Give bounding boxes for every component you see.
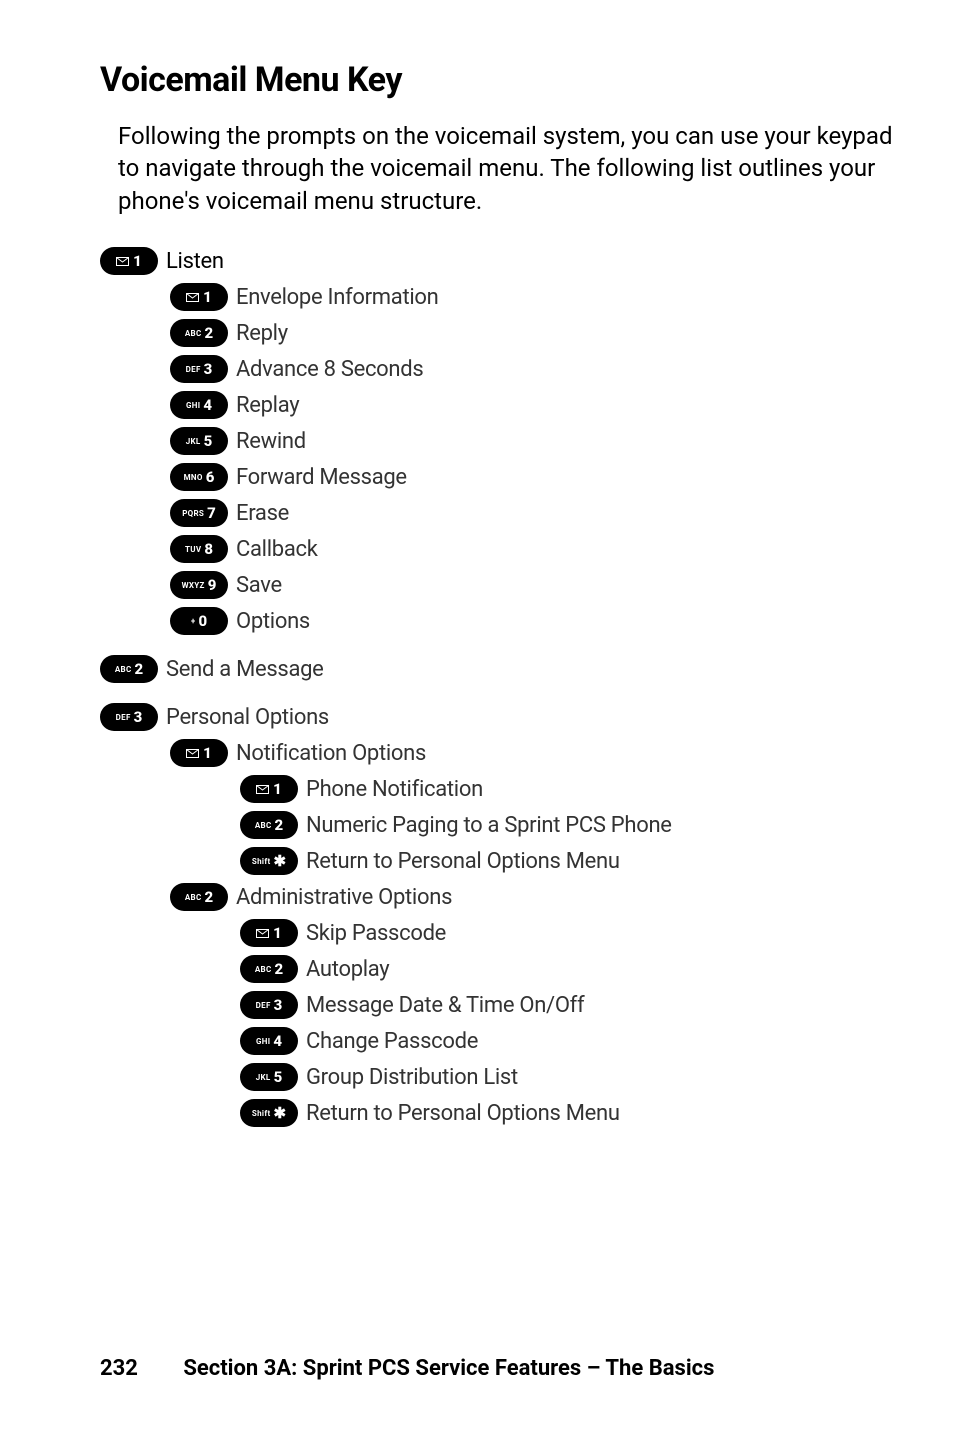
listen-label: Listen [166,249,224,274]
key-pill: ABC2 [100,655,158,683]
page-footer: 232 Section 3A: Sprint PCS Service Featu… [100,1356,714,1381]
menu-item: Shift✱ Return to Personal Options Menu [240,1099,894,1127]
key-pill: 1 [100,247,158,275]
key-pill: GHI4 [240,1027,298,1055]
menu-item: GHI4 Change Passcode [240,1027,894,1055]
menu-item-label: Skip Passcode [306,921,446,946]
key-pill: ABC2 [240,811,298,839]
menu-item-label: Change Passcode [306,1029,478,1054]
personal-root: DEF3 Personal Options [100,703,894,731]
menu-item: 1 Envelope Information [170,283,894,311]
menu-item-label: Numeric Paging to a Sprint PCS Phone [306,813,672,838]
menu-item: 1 Skip Passcode [240,919,894,947]
menu-item-label: Return to Personal Options Menu [306,1101,620,1126]
menu-tree: 1 Listen 1 Envelope Information ABC2 Reply D… [100,247,894,1127]
key-pill: 1 [170,283,228,311]
menu-item: 1 Phone Notification [240,775,894,803]
key-pill: GHI4 [170,391,228,419]
menu-item: MNO6 Forward Message [170,463,894,491]
menu-item: ABC2 Reply [170,319,894,347]
menu-item-label: Save [236,573,282,598]
key-pill: 1 [170,739,228,767]
menu-item: Shift✱ Return to Personal Options Menu [240,847,894,875]
key-pill: JKL5 [240,1063,298,1091]
send-root: ABC2 Send a Message [100,655,894,683]
notification-root: 1 Notification Options [170,739,894,767]
menu-item-label: Phone Notification [306,777,483,802]
key-pill: Shift✱ [240,1099,298,1127]
key-pill: 1 [240,919,298,947]
page-number: 232 [100,1356,138,1381]
personal-label: Personal Options [166,705,329,730]
menu-item-label: Replay [236,393,299,418]
section-title: Section 3A: Sprint PCS Service Features … [183,1356,714,1381]
listen-root: 1 Listen [100,247,894,275]
key-pill: DEF3 [240,991,298,1019]
key-pill: Shift✱ [240,847,298,875]
key-pill: DEF3 [100,703,158,731]
admin-children: 1 Skip Passcode ABC2 Autoplay DEF3 Message Da… [100,919,894,1127]
key-pill: DEF3 [170,355,228,383]
notification-label: Notification Options [236,741,426,766]
menu-item-label: Return to Personal Options Menu [306,849,620,874]
key-pill: ABC2 [240,955,298,983]
send-label: Send a Message [166,657,324,682]
menu-item-label: Advance 8 Seconds [236,357,423,382]
menu-item-label: Rewind [236,429,306,454]
menu-item-label: Group Distribution List [306,1065,518,1090]
menu-item-label: Callback [236,537,318,562]
key-pill: MNO6 [170,463,228,491]
key-pill: ABC2 [170,883,228,911]
menu-item-label: Reply [236,321,288,346]
key-pill: JKL5 [170,427,228,455]
menu-item-label: Forward Message [236,465,407,490]
menu-item: DEF3 Advance 8 Seconds [170,355,894,383]
menu-item-label: Envelope Information [236,285,439,310]
listen-children: 1 Envelope Information ABC2 Reply DEF3 Advanc… [100,283,894,635]
menu-item: JKL5 Group Distribution List [240,1063,894,1091]
key-pill: TUV8 [170,535,228,563]
menu-item: WXYZ9 Save [170,571,894,599]
menu-item-label: Options [236,609,310,634]
key-pill: +0 [170,607,228,635]
key-pill: WXYZ9 [170,571,228,599]
menu-item: JKL5 Rewind [170,427,894,455]
intro-paragraph: Following the prompts on the voicemail s… [100,120,894,217]
menu-item: ABC2 Autoplay [240,955,894,983]
menu-item: TUV8 Callback [170,535,894,563]
key-pill: ABC2 [170,319,228,347]
key-pill: 1 [240,775,298,803]
menu-item-label: Autoplay [306,957,389,982]
menu-item: ABC2 Numeric Paging to a Sprint PCS Phone [240,811,894,839]
menu-item-label: Message Date & Time On/Off [306,993,584,1018]
notification-children: 1 Phone Notification ABC2 Numeric Paging to… [100,775,894,875]
menu-item: +0 Options [170,607,894,635]
admin-label: Administrative Options [236,885,452,910]
key-pill: PQRS7 [170,499,228,527]
page-heading: Voicemail Menu Key [100,60,894,100]
menu-item-label: Erase [236,501,289,526]
menu-item: DEF3 Message Date & Time On/Off [240,991,894,1019]
menu-item: PQRS7 Erase [170,499,894,527]
menu-item: GHI4 Replay [170,391,894,419]
admin-root: ABC2 Administrative Options [170,883,894,911]
